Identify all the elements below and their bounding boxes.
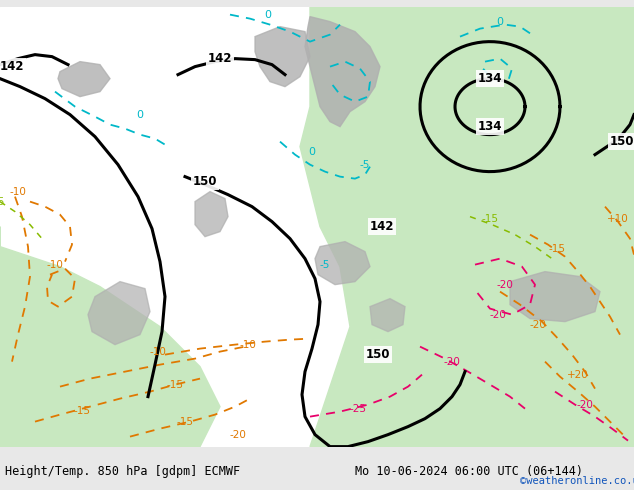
Text: 0: 0 — [264, 10, 271, 20]
Polygon shape — [300, 7, 634, 446]
Text: -5: -5 — [320, 260, 330, 270]
Text: -20: -20 — [489, 310, 507, 319]
Polygon shape — [510, 271, 600, 321]
Text: 0: 0 — [136, 110, 143, 120]
Text: -20: -20 — [529, 319, 547, 330]
Text: +20: +20 — [567, 369, 589, 380]
Text: -15: -15 — [176, 416, 193, 427]
Text: ©weatheronline.co.uk: ©weatheronline.co.uk — [520, 476, 634, 486]
Text: -15: -15 — [167, 380, 183, 390]
Text: -5: -5 — [360, 160, 370, 170]
Polygon shape — [370, 298, 405, 332]
Text: 150: 150 — [193, 175, 217, 188]
Text: -10: -10 — [150, 346, 167, 357]
Text: -15: -15 — [74, 406, 91, 416]
Text: -15: -15 — [481, 214, 498, 223]
Text: 0: 0 — [309, 147, 316, 157]
Text: 134: 134 — [478, 120, 502, 133]
Text: -20: -20 — [496, 280, 514, 290]
Text: 150: 150 — [610, 135, 634, 148]
Text: -10: -10 — [10, 187, 27, 196]
Text: Height/Temp. 850 hPa [gdpm] ECMWF: Height/Temp. 850 hPa [gdpm] ECMWF — [5, 465, 240, 478]
Text: -20: -20 — [576, 400, 593, 410]
Polygon shape — [88, 282, 150, 344]
Text: 142: 142 — [370, 220, 394, 233]
Text: Mo 10-06-2024 06:00 UTC (06+144): Mo 10-06-2024 06:00 UTC (06+144) — [355, 465, 583, 478]
Text: +10: +10 — [607, 214, 629, 223]
Text: -25: -25 — [349, 404, 366, 414]
Text: 142: 142 — [0, 60, 24, 73]
Text: -10: -10 — [46, 260, 63, 270]
Text: 142: 142 — [208, 52, 232, 65]
Polygon shape — [0, 226, 220, 446]
Text: -15: -15 — [548, 244, 566, 254]
Polygon shape — [0, 7, 634, 446]
Text: -20: -20 — [444, 357, 460, 367]
Text: -10: -10 — [240, 340, 256, 350]
Polygon shape — [58, 62, 110, 97]
Text: -20: -20 — [230, 430, 247, 440]
Polygon shape — [255, 26, 310, 87]
Text: 150: 150 — [366, 348, 391, 361]
Polygon shape — [195, 192, 228, 237]
Polygon shape — [315, 242, 370, 285]
Text: 0: 0 — [496, 17, 503, 26]
Polygon shape — [305, 17, 380, 126]
Text: 134: 134 — [478, 72, 502, 85]
Text: -5: -5 — [0, 196, 5, 207]
